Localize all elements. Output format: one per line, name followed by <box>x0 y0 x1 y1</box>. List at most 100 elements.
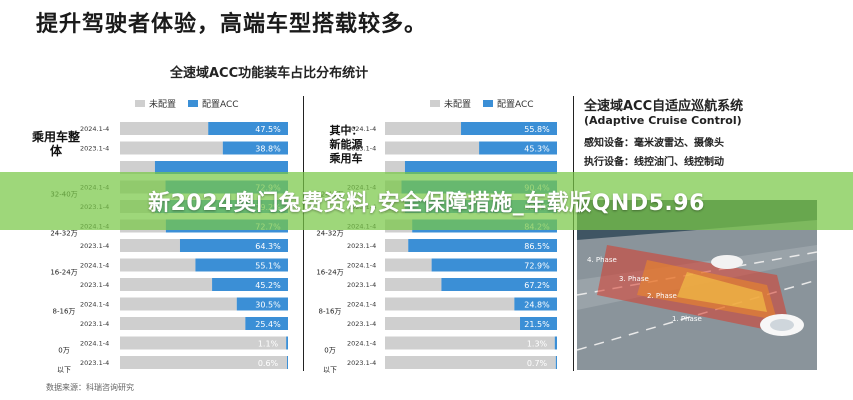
phase-label: 2. Phase <box>647 292 677 300</box>
year-label: 2023.1-4 <box>80 242 109 250</box>
price-band-label: 以下 <box>57 366 71 374</box>
side-label-all-vehicles: 乘用车整体 <box>31 130 80 158</box>
bar-not-configured <box>120 356 287 369</box>
bar-not-configured <box>120 297 237 311</box>
chart-title: 全速域ACC功能装车占比分布统计 <box>170 66 369 81</box>
price-band-label: 16-24万 <box>50 269 77 277</box>
right-panel-title: 全速域ACC自适应巡航系统 <box>584 99 744 114</box>
right-panel-subtitle: (Adaptive Cruise Control) <box>584 114 742 127</box>
legend-label-not-configured: 未配置 <box>149 100 177 110</box>
legend-left: 未配置 配置ACC <box>135 97 247 110</box>
year-label: 2023.1-4 <box>80 359 109 367</box>
bar-value-label: 55.8% <box>524 125 550 134</box>
bar-configured <box>514 297 557 311</box>
price-band-label: 0万 <box>324 347 335 355</box>
right-panel-sensors: 感知设备：毫米波雷达、摄像头 <box>584 138 724 149</box>
phase-label: 1. Phase <box>672 315 702 323</box>
year-label: 2023.1-4 <box>347 242 376 250</box>
bar-not-configured <box>385 122 462 135</box>
panel-divider <box>303 96 304 371</box>
price-band-label: 24-32万 <box>50 230 77 238</box>
right-panel-actuators: 执行设备：线控油门、线控制动 <box>584 157 724 168</box>
bar-value-label: 45.3% <box>524 145 550 154</box>
bar-not-configured <box>120 317 246 330</box>
price-band-label: 8-16万 <box>319 308 342 316</box>
legend-swatch-not-configured <box>135 100 145 107</box>
price-band-label: 8-16万 <box>53 308 76 316</box>
bar-value-label: 0.7% <box>527 359 548 368</box>
bar-not-configured <box>120 278 213 291</box>
bar-not-configured <box>120 141 223 155</box>
bar-value-label: 30.5% <box>255 301 281 310</box>
year-label: 2024.1-4 <box>80 125 109 133</box>
year-label: 2024.1-4 <box>347 340 376 348</box>
bar-not-configured <box>385 336 555 350</box>
bar-configured <box>195 258 288 272</box>
source-footer: 数据来源：科瑞咨询研究 <box>46 383 134 392</box>
bar-value-label: 55.1% <box>255 262 281 271</box>
bar-value-label: 86.5% <box>524 242 550 251</box>
bar-configured <box>245 317 288 330</box>
year-label: 2024.1-4 <box>347 125 376 133</box>
bar-not-configured <box>385 239 409 252</box>
bar-not-configured <box>120 161 155 174</box>
bar-value-label: 72.9% <box>524 262 550 271</box>
bar-configured <box>286 356 288 369</box>
price-band-label: 24-32万 <box>316 230 343 238</box>
bar-configured <box>208 122 288 135</box>
year-label: 2024.1-4 <box>80 301 109 309</box>
bar-configured <box>479 141 557 155</box>
side-label-nev: 其中：新能源乘用车 <box>329 124 363 165</box>
legend-label-not-configured: 未配置 <box>444 100 472 110</box>
bar-value-label: 21.5% <box>524 320 550 329</box>
bar-not-configured <box>120 122 209 135</box>
bar-value-label: 0.6% <box>258 359 279 368</box>
bar-configured <box>236 297 288 311</box>
bar-configured <box>154 161 288 174</box>
banner-text: 新2024奥门兔费资料,安全保障措施_车载版QND5.96 <box>148 191 705 216</box>
bar-value-label: 1.1% <box>258 340 279 349</box>
year-label: 2023.1-4 <box>80 145 109 153</box>
bar-configured <box>555 356 557 369</box>
bar-configured <box>461 122 557 135</box>
bar-value-label: 64.3% <box>255 242 281 251</box>
price-band-label: 以下 <box>323 366 337 374</box>
year-label: 2023.1-4 <box>80 281 109 289</box>
year-label: 2023.1-4 <box>80 320 109 328</box>
year-label: 2023.1-4 <box>347 145 376 153</box>
year-label: 2023.1-4 <box>347 320 376 328</box>
year-label: 2024.1-4 <box>347 301 376 309</box>
page-headline: 提升驾驶者体验，高端车型搭载较多。 <box>36 12 428 37</box>
bar-not-configured <box>385 278 442 291</box>
year-label: 2024.1-4 <box>80 262 109 270</box>
bar-value-label: 45.2% <box>255 281 281 290</box>
bar-configured <box>212 278 288 291</box>
bar-configured <box>520 317 557 330</box>
bar-value-label: 24.8% <box>524 301 550 310</box>
legend-swatch-configured <box>483 100 494 107</box>
bar-not-configured <box>120 258 196 272</box>
price-band-label: 0万 <box>58 347 69 355</box>
bar-not-configured <box>120 336 287 350</box>
bar-not-configured <box>385 317 521 330</box>
bar-configured <box>179 239 288 252</box>
legend-label-configured: 配置ACC <box>202 100 239 110</box>
phase-label: 3. Phase <box>619 275 649 283</box>
phase-label: 4. Phase <box>587 256 617 264</box>
bar-configured <box>554 336 557 350</box>
legend-swatch-not-configured <box>430 100 440 107</box>
panel-divider <box>573 96 574 371</box>
bar-not-configured <box>385 258 432 272</box>
bar-not-configured <box>385 141 480 155</box>
bar-configured <box>286 336 288 350</box>
bar-not-configured <box>385 297 515 311</box>
legend-right: 未配置 配置ACC <box>430 97 542 110</box>
bar-configured <box>222 141 288 155</box>
overlay-banner: 新2024奥门兔费资料,安全保障措施_车载版QND5.96 <box>0 172 853 230</box>
year-label: 2023.1-4 <box>347 281 376 289</box>
year-label: 2024.1-4 <box>80 340 109 348</box>
year-label: 2024.1-4 <box>347 262 376 270</box>
bar-value-label: 1.3% <box>527 340 548 349</box>
bar-configured <box>441 278 557 291</box>
price-band-label: 16-24万 <box>316 269 343 277</box>
